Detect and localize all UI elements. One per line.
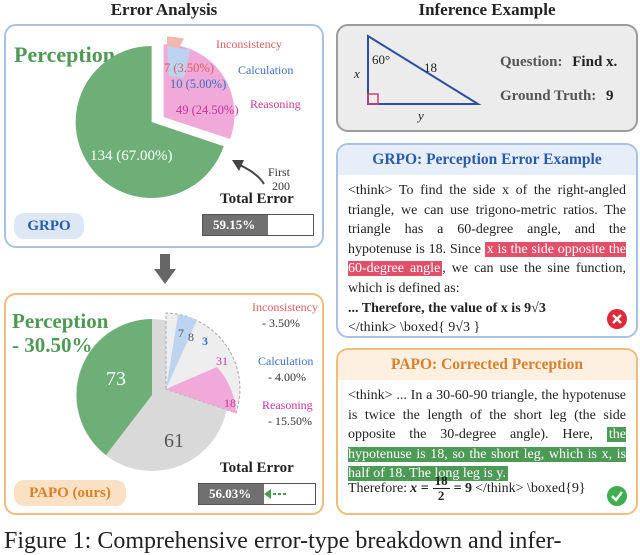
papo-method-badge: PAPO (ours)	[14, 480, 126, 506]
question-label: Question:	[500, 54, 563, 70]
papo-example-text: <think> ... In a 30-60-90 triangle, the …	[348, 386, 626, 484]
papo-delta-calculation: - 4.00%	[268, 370, 306, 384]
curved-arrow-icon	[237, 163, 265, 185]
ground-truth-label: Ground Truth:	[500, 88, 597, 104]
question-text: Find x.	[572, 54, 618, 70]
grpo-value-reasoning: 49 (24.50%)	[176, 103, 239, 117]
papo-delta-inconsistency: - 3.50%	[262, 316, 300, 330]
papo-frac-num: 18	[432, 473, 450, 489]
grpo-first-note-2: 200	[272, 179, 290, 193]
papo-fraction: 18 2	[432, 473, 450, 503]
grpo-perception-label: Perception	[14, 42, 116, 67]
grpo-slice-calculation	[167, 46, 190, 78]
triangle-diagram: 60° 18 x y	[353, 34, 482, 123]
ground-truth-value: 9	[606, 88, 614, 104]
papo-final-line: Therefore: x = 18 2 = 9 </think> \boxed{…	[348, 474, 586, 503]
papo-label-reasoning: Reasoning	[262, 398, 313, 412]
figure-caption: Figure 1: Comprehensive error-type break…	[4, 528, 562, 554]
papo-small-3: 3	[202, 334, 208, 348]
grpo-example-title: GRPO: Perception Error Example	[338, 145, 636, 175]
papo-small-4: 31	[216, 354, 228, 368]
papo-total-error-bar: 56.03%	[198, 483, 316, 505]
grpo-text-after: , we can use the sine function, which is…	[348, 261, 626, 296]
inference-example-title: Inference Example	[418, 0, 556, 19]
papo-pie-chart: 73 61 7 8 3 31 18 Inconsistency - 3.50% …	[76, 300, 318, 471]
papo-example-panel: PAPO: Corrected Perception <think> ... I…	[336, 348, 638, 515]
papo-delta-reasoning: - 15.50%	[268, 414, 312, 428]
grpo-value-calculation: 10 (5.00%)	[170, 77, 226, 91]
grpo-text-line2: ... Therefore, the value of x is 9√3	[348, 299, 626, 319]
left-arrow-icon	[264, 489, 286, 499]
triangle-y: y	[416, 108, 424, 123]
grpo-total-error-label: Total Error	[220, 191, 294, 207]
papo-count-perception: 73	[106, 368, 126, 390]
wrong-icon	[607, 309, 627, 329]
grpo-value-inconsistency: 7 (3.50%)	[164, 61, 214, 75]
papo-total-error-label: Total Error	[220, 460, 294, 476]
grpo-example-panel: GRPO: Perception Error Example <think> T…	[336, 143, 638, 338]
error-analysis-title: Error Analysis	[110, 0, 218, 19]
papo-small-5: 18	[224, 396, 236, 410]
grpo-line2-math: 9√3	[524, 300, 546, 316]
question-row: Question: Find x.	[500, 54, 617, 71]
grpo-label-reasoning: Reasoning	[250, 97, 301, 111]
grpo-label-inconsistency: Inconsistency	[216, 37, 282, 51]
correct-icon	[607, 486, 627, 506]
grpo-value-perception: 134 (67.00%)	[90, 148, 173, 164]
papo-frac-den: 2	[437, 488, 445, 503]
grpo-label-calculation: Calculation	[238, 63, 293, 77]
triangle-hyp: 18	[424, 60, 437, 75]
papo-error-panel: Perception - 30.50% 73 61 7 8 3 31 18 In…	[4, 293, 324, 515]
papo-perception-change: - 30.50%	[12, 333, 93, 357]
down-arrow-icon	[154, 254, 176, 284]
papo-example-title: PAPO: Corrected Perception	[338, 350, 636, 380]
papo-perception-label: Perception	[12, 309, 109, 333]
papo-label-inconsistency: Inconsistency	[252, 300, 318, 314]
grpo-slice-inconsistency	[167, 36, 184, 48]
papo-count-gray: 61	[164, 430, 184, 452]
papo-eq-rhs: = 9	[453, 480, 473, 496]
grpo-text-before: <think> To find the side x of the right-…	[348, 183, 626, 257]
grpo-error-panel: Perception 7 (3.50%) 10 (5.00%) 49 (24.5…	[4, 24, 324, 248]
papo-slice-perception	[76, 319, 152, 455]
grpo-first-note: First	[268, 165, 291, 179]
grpo-slice-perception	[75, 46, 224, 198]
grpo-pie-chart: 7 (3.50%) 10 (5.00%) 49 (24.50%) 134 (67…	[75, 36, 301, 198]
triangle-angle: 60°	[372, 52, 390, 67]
papo-therefore: Therefore:	[348, 480, 408, 496]
papo-text-before: <think> ... In a 30-60-90 triangle, the …	[348, 388, 626, 443]
grpo-total-error-bar: 59.15%	[202, 214, 314, 236]
papo-label-calculation: Calculation	[258, 354, 313, 368]
papo-slice-calc	[166, 315, 197, 389]
triangle-x: x	[353, 66, 360, 81]
ground-truth-row: Ground Truth: 9	[500, 88, 614, 105]
papo-tail: </think> \boxed{9}	[475, 480, 586, 496]
papo-small-2: 8	[188, 330, 194, 344]
grpo-example-text: <think> To find the side x of the right-…	[348, 181, 626, 338]
grpo-total-error-fill: 59.15%	[203, 215, 269, 235]
grpo-method-badge: GRPO	[14, 213, 84, 239]
papo-small-1: 7	[178, 326, 184, 340]
papo-eq-lhs: x =	[410, 480, 429, 496]
grpo-text-line3: </think> \boxed{ 9√3 }	[348, 320, 481, 336]
papo-slice-reasoning	[166, 367, 236, 413]
inference-panel: 60° 18 x y Question: Find x. Ground Trut…	[336, 24, 638, 132]
papo-total-error-fill: 56.03%	[199, 484, 264, 504]
grpo-line2-prefix: ... Therefore, the value of x is	[348, 300, 525, 316]
